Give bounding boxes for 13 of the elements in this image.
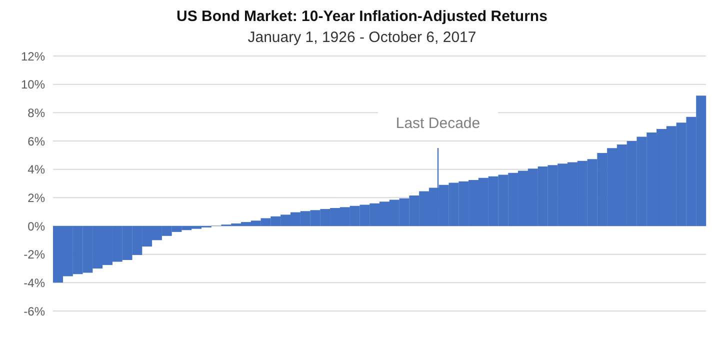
- y-tick-label: 2%: [28, 190, 46, 205]
- y-tick-label: 10%: [20, 78, 46, 92]
- chart-title: US Bond Market: 10-Year Inflation-Adjusted Returns: [176, 8, 548, 25]
- annotation: Last Decade: [378, 111, 498, 136]
- y-tick-label: -4%: [24, 276, 46, 290]
- y-tick-label: -2%: [24, 248, 46, 262]
- chart-subtitle: January 1, 1926 - October 6, 2017: [246, 29, 478, 46]
- y-tick-label: 8%: [28, 106, 46, 120]
- y-tick-label: 6%: [28, 134, 46, 148]
- y-tick-label: -6%: [24, 304, 46, 318]
- y-tick-label: 12%: [20, 49, 46, 64]
- y-tick-label: 4%: [28, 162, 46, 177]
- y-tick-label: 0%: [28, 219, 46, 234]
